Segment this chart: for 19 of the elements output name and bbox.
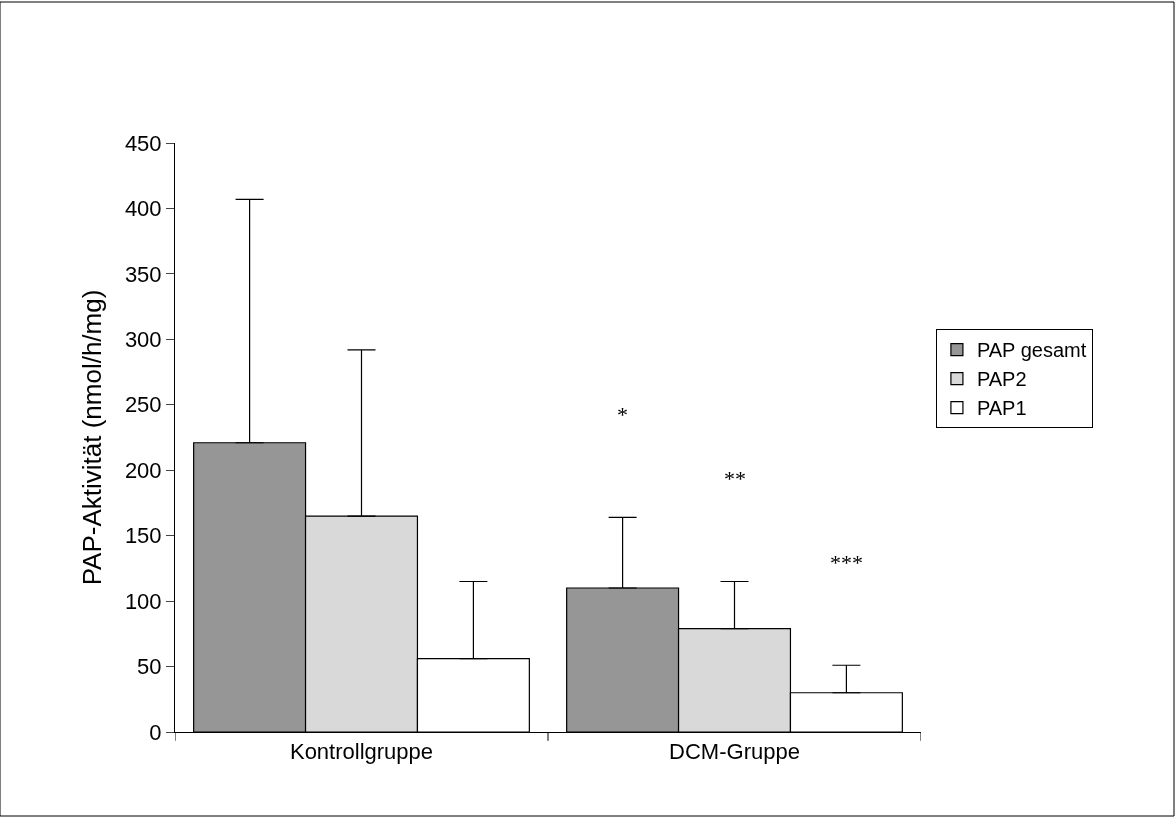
annotation: * (617, 402, 628, 427)
legend-label: PAP gesamt (976, 339, 1087, 362)
y-tick-label: 50 (137, 654, 162, 680)
annotation: *** (830, 550, 863, 575)
x-tick-label: Kontrollgruppe (289, 739, 434, 765)
y-axis-title: PAP-Aktivität (nmol/h/mg) (77, 289, 108, 586)
x-tick-label: DCM-Gruppe (669, 739, 800, 765)
y-tick-label: 200 (124, 457, 162, 483)
y-tick-label: 350 (124, 261, 162, 287)
y-tick-label: 0 (149, 719, 162, 745)
legend-label: PAP2 (976, 368, 1027, 391)
y-tick-label: 250 (124, 392, 162, 418)
legend-label: PAP1 (976, 397, 1027, 420)
y-tick-label: 400 (124, 196, 162, 222)
y-tick-label: 450 (124, 130, 162, 156)
y-tick-label: 100 (124, 588, 162, 614)
y-tick-label: 150 (124, 523, 162, 549)
annotation: ** (724, 466, 746, 491)
y-tick-label: 300 (124, 327, 162, 353)
